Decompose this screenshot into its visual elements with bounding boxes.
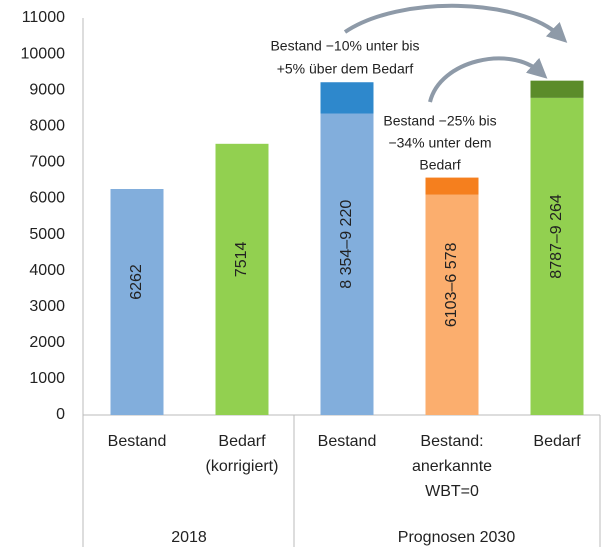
y-tick-label: 8000 xyxy=(29,117,65,134)
annotation: −34% unter dem xyxy=(388,135,491,151)
bar-segment xyxy=(320,113,374,415)
bar-segment xyxy=(530,97,584,416)
annotation: Bestand −25% bis xyxy=(383,113,496,129)
annotation: Bedarf xyxy=(419,157,460,173)
bar-segment xyxy=(110,188,164,415)
x-tick-label: WBT=0 xyxy=(425,483,479,500)
annotation: +5% über dem Bedarf xyxy=(277,61,414,77)
y-tick-label: 4000 xyxy=(29,262,65,279)
x-tick-label: Bedarf xyxy=(218,433,266,450)
annotation: Bestand −10% unter bis xyxy=(270,38,419,54)
group-label: 2018 xyxy=(171,529,207,546)
y-tick-label: 10000 xyxy=(21,45,66,62)
bar-segment xyxy=(320,82,374,114)
bar-segment xyxy=(425,177,479,195)
x-tick-label: Bestand xyxy=(318,433,377,450)
group-label: Prognosen 2030 xyxy=(398,529,516,546)
bar-segment xyxy=(530,80,584,98)
y-tick-label: 11000 xyxy=(22,9,65,26)
bar-label: 6262 xyxy=(128,264,145,300)
arrow xyxy=(343,3,568,43)
y-tick-label: 6000 xyxy=(29,190,65,207)
bar-label: 6103–6 578 xyxy=(443,243,460,328)
x-tick-label: (korrigiert) xyxy=(206,458,279,475)
bar-segment xyxy=(215,143,269,415)
x-tick-label: Bestand xyxy=(108,433,167,450)
y-tick-label: 0 xyxy=(56,406,65,423)
bar-segment xyxy=(425,194,479,415)
x-tick-label: Bestand: xyxy=(420,433,483,450)
y-tick-label: 3000 xyxy=(29,298,65,315)
y-tick-label: 9000 xyxy=(29,81,65,98)
y-tick-label: 5000 xyxy=(29,226,65,243)
y-tick-label: 7000 xyxy=(29,154,65,171)
bar-label: 8787–9 264 xyxy=(548,194,565,279)
bar-label: 7514 xyxy=(233,242,250,278)
y-tick-label: 2000 xyxy=(29,334,65,351)
x-tick-label: anerkannte xyxy=(412,458,492,475)
x-tick-label: Bedarf xyxy=(533,433,581,450)
bar-label: 8 354–9 220 xyxy=(338,200,355,289)
arrow xyxy=(428,56,548,103)
y-tick-label: 1000 xyxy=(29,370,65,387)
